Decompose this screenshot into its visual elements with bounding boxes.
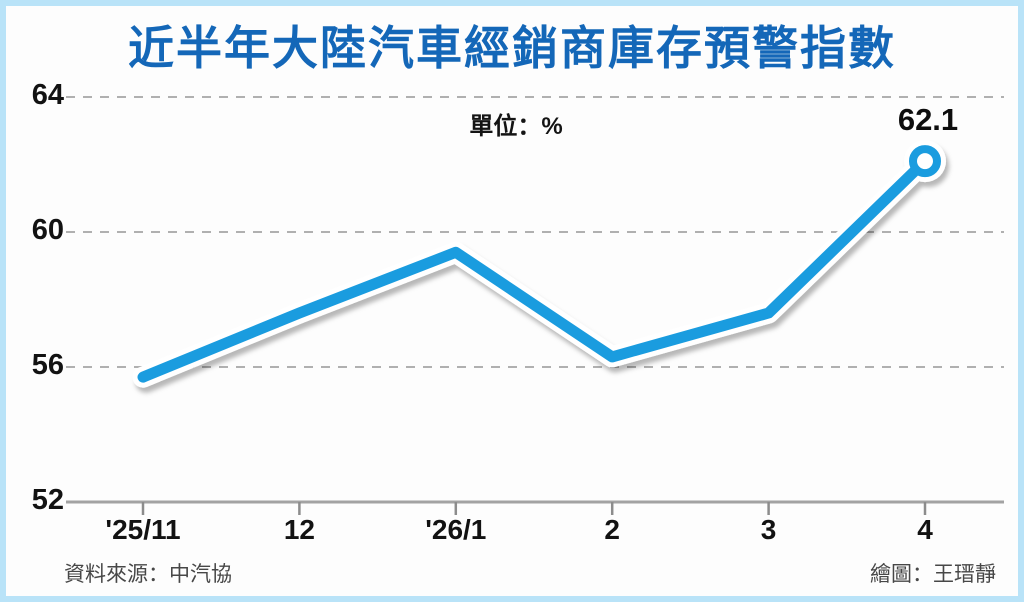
y-tick-label: 56 [31,349,64,381]
y-tick-label: 60 [31,214,64,246]
endpoint-marker [909,145,941,178]
data-source-credit: 資料來源：中汽協 [64,563,232,586]
endpoint-value-label: 62.1 [897,102,959,137]
x-tick-label: 3 [760,514,777,545]
x-tick-label: 12 [283,514,315,545]
unit-label: 單位：% [469,113,563,140]
x-tick-label: 2 [604,514,620,545]
trend-line [137,155,931,383]
illustrator-credit: 繪圖：王瑨靜 [870,563,996,586]
chart-title: 近半年大陸汽車經銷商庫存預警指數 [128,22,896,74]
x-tick-label: '26/1 [425,514,487,545]
y-tick-label: 64 [31,79,64,111]
y-tick-label: 52 [31,484,64,516]
x-tick-label: '25/11 [105,514,181,545]
x-tick-label: 4 [917,514,933,545]
line-chart-canvas [66,96,1004,515]
